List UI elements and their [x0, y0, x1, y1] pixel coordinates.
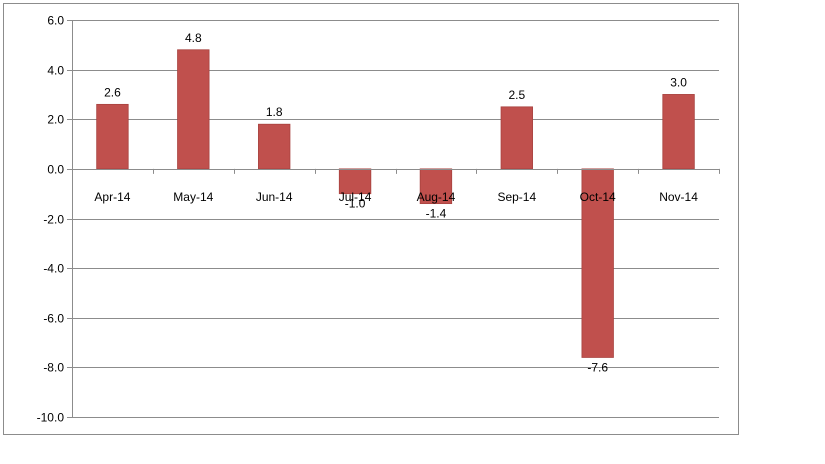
x-tick-label: Apr-14: [94, 190, 130, 204]
bar-oct-14: [581, 168, 614, 358]
bars: [96, 49, 695, 358]
y-tick-label: 4.0: [47, 64, 64, 78]
y-tick-label: 2.0: [47, 113, 64, 127]
x-tick-label: Sep-14: [497, 190, 536, 204]
bar-jul-14: [338, 168, 372, 195]
bar-sep-14: [500, 106, 533, 170]
data-label: 4.8: [185, 31, 202, 45]
bar-may-14: [177, 49, 210, 170]
y-tick-label: -4.0: [43, 262, 64, 276]
data-label: 1.8: [266, 105, 283, 119]
axes: [67, 20, 720, 418]
x-tick-label: Nov-14: [659, 190, 698, 204]
y-tick-label: 0.0: [47, 163, 64, 177]
y-tick-label: -6.0: [43, 312, 64, 326]
data-label: -7.6: [587, 360, 608, 374]
data-label: -1.0: [345, 197, 366, 211]
x-tick-label: Jul-14: [339, 190, 372, 204]
bar-apr-14: [96, 103, 129, 170]
y-tick-label: 6.0: [47, 14, 64, 28]
x-tick-label: Jun-14: [256, 190, 293, 204]
y-tick-label: -8.0: [43, 361, 64, 375]
bar-aug-14: [419, 168, 453, 205]
x-tick-label: Oct-14: [580, 190, 616, 204]
gridlines: [72, 20, 719, 418]
data-label: 2.6: [104, 85, 121, 99]
bar-nov-14: [662, 94, 695, 170]
y-tick-label: -10.0: [37, 411, 65, 425]
y-tick-label: -2.0: [43, 213, 64, 227]
x-tick-label: May-14: [173, 190, 213, 204]
data-label: 3.0: [670, 75, 687, 89]
labels: 6.0 4.0 2.0 0.0 -2.0 -4.0 -6.0 -8.0 -10.0 2.6 Apr-…: [37, 14, 699, 425]
x-tick-label: Aug-14: [417, 190, 456, 204]
data-label: 2.5: [508, 88, 525, 102]
bar-jun-14: [258, 123, 291, 170]
data-label: -1.4: [426, 207, 447, 221]
